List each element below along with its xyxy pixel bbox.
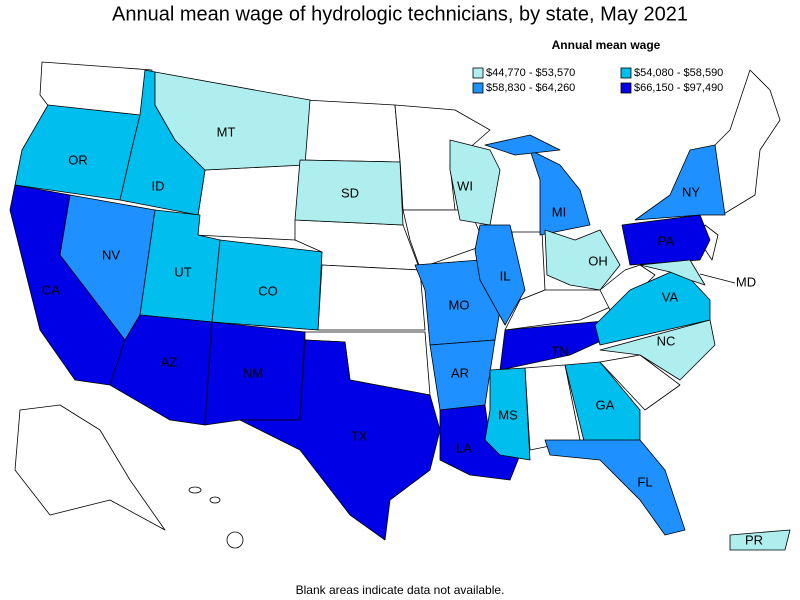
state (564, 361, 641, 446)
state (299, 99, 401, 163)
state (594, 267, 711, 346)
state (599, 354, 681, 411)
state-label: WI (457, 178, 473, 193)
legend: $44,770 - $53,570 $54,080 - $58,590 $58,83… (472, 67, 723, 94)
legend-label: $44,770 - $53,570 (486, 67, 575, 79)
state (226, 531, 244, 549)
state-label: MT (217, 124, 236, 139)
state-label: UT (174, 264, 191, 279)
label-leader (699, 273, 736, 284)
state (484, 367, 531, 461)
state (294, 159, 404, 226)
state-label: MI (552, 204, 566, 219)
legend-title: Annual mean wage (552, 38, 661, 52)
state-label: MS (498, 407, 518, 422)
state (499, 319, 626, 371)
state-label: OH (588, 253, 608, 268)
state-label: PA (658, 233, 675, 248)
state-label: NV (102, 247, 120, 262)
legend-swatch (472, 82, 484, 94)
state (14, 404, 166, 531)
states (9, 61, 791, 551)
state-label: ID (152, 178, 165, 193)
state (154, 71, 311, 171)
state (239, 339, 441, 541)
state-labels: OR ID MT SD CA NV UT CO AZ NM TX MO AR L… (42, 124, 763, 547)
state (194, 164, 301, 241)
state-label: VA (662, 289, 679, 304)
state-label: NY (682, 184, 700, 199)
footnote: Blank areas indicate data not available. (296, 583, 505, 597)
state (729, 529, 791, 551)
state (317, 264, 426, 331)
legend-label: $66,150 - $97,490 (634, 82, 723, 94)
state (544, 439, 686, 536)
state-label: FL (637, 474, 652, 489)
state-label: MD (736, 274, 756, 289)
state-label: OR (68, 152, 88, 167)
state (634, 144, 726, 221)
state-label: AR (451, 365, 469, 380)
legend-swatch (472, 67, 484, 79)
state (529, 149, 591, 236)
state-label: NM (243, 365, 263, 380)
state-label: TN (551, 343, 568, 358)
state-label: IL (500, 268, 511, 283)
state-label: GA (596, 397, 615, 412)
state-label: TX (351, 428, 368, 443)
state (714, 69, 781, 216)
state (211, 239, 323, 331)
state (439, 404, 521, 481)
state (544, 229, 621, 291)
state-label: CA (42, 282, 60, 297)
state-label: CO (258, 283, 278, 298)
map-title: Annual mean wage of hydrologic technicia… (112, 3, 688, 25)
state-label: LA (456, 440, 472, 455)
state (621, 214, 711, 266)
state-label: PR (745, 532, 763, 547)
legend-label: $58,830 - $64,260 (486, 82, 575, 94)
state (209, 496, 221, 504)
state-label: NC (657, 333, 676, 348)
legend-swatch (620, 82, 632, 94)
state-label: MO (449, 297, 470, 312)
state (188, 486, 202, 494)
state (474, 224, 526, 326)
state-label: SD (341, 185, 359, 200)
state-label: AZ (161, 354, 178, 369)
legend-label: $54,080 - $58,590 (634, 67, 723, 79)
state (599, 319, 716, 381)
state (484, 134, 561, 156)
legend-swatch (620, 67, 632, 79)
state (639, 259, 706, 286)
